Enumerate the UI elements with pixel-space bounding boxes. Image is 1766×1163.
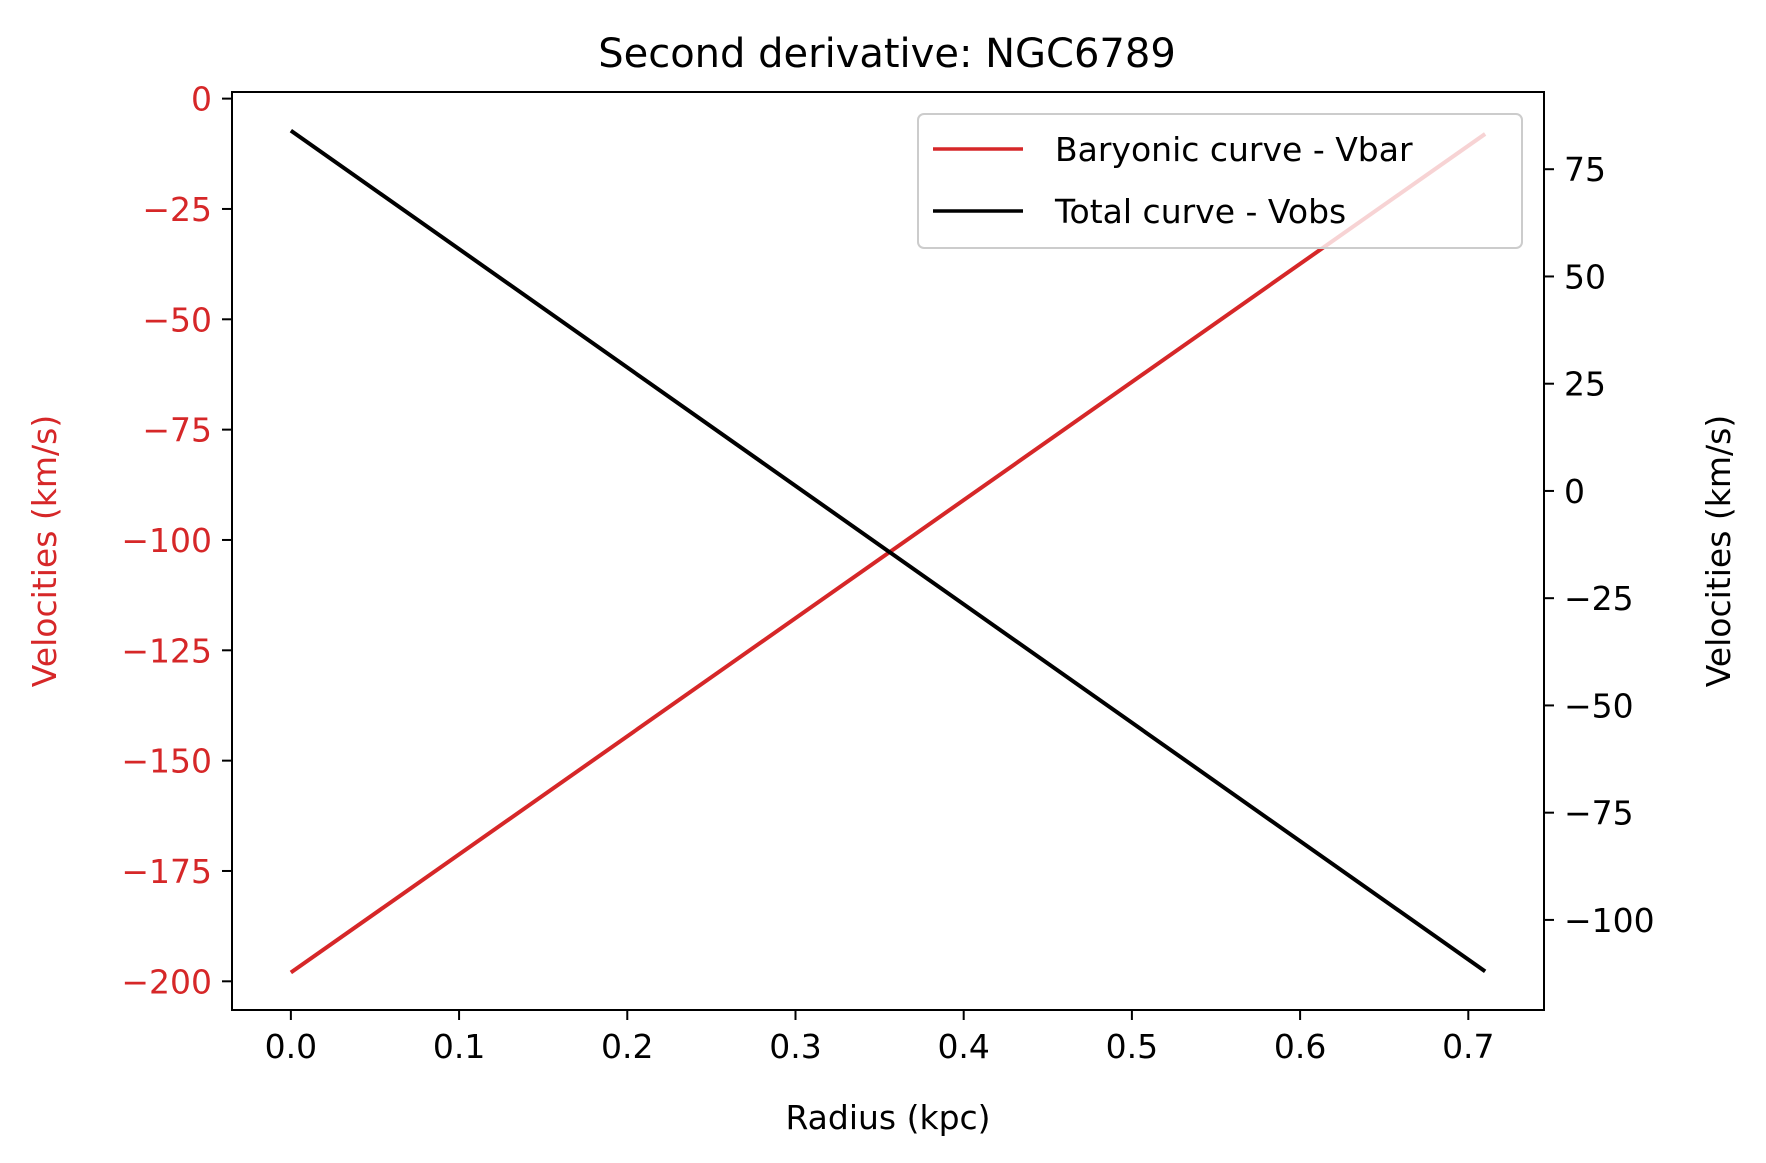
plot-frame xyxy=(231,91,1545,1011)
x-tick-label: 0.1 xyxy=(433,1027,485,1066)
x-tick-label: 0.6 xyxy=(1274,1027,1326,1066)
x-tick-label: 0.3 xyxy=(769,1027,821,1066)
y-right-tick-label: −25 xyxy=(1564,579,1634,618)
plot-lines xyxy=(289,128,1487,975)
x-axis: 0.0 0.1 0.2 0.3 0.4 0.5 0.6 0.7 xyxy=(265,1010,1495,1066)
legend-label-vbar: Baryonic curve - Vbar xyxy=(1055,130,1413,169)
y-left-tick-label: −125 xyxy=(121,631,212,670)
y-axis-right-label: Velocities (km/s) xyxy=(1699,415,1738,687)
y-left-tick-label: −25 xyxy=(142,190,212,229)
legend: Baryonic curve - Vbar Total curve - Vobs xyxy=(917,113,1523,249)
y-left-tick-label: −175 xyxy=(121,852,212,891)
y-right-tick-label: 75 xyxy=(1564,150,1606,189)
x-tick-label: 0.5 xyxy=(1106,1027,1158,1066)
y-right-tick-label: −75 xyxy=(1564,794,1634,833)
chart-title: Second derivative: NGC6789 xyxy=(598,31,1176,77)
series-line-vobs xyxy=(289,128,1487,974)
y-left-tick-label: −150 xyxy=(121,742,212,781)
y-left-tick-label: −50 xyxy=(142,300,212,339)
x-tick-label: 0.4 xyxy=(937,1027,989,1066)
y-axis-right: 75 50 25 0 −25 −50 −75 −100 xyxy=(1544,150,1655,940)
y-left-tick-label: −75 xyxy=(142,411,212,450)
y-right-tick-label: 0 xyxy=(1564,472,1585,511)
y-right-tick-label: −50 xyxy=(1564,686,1634,725)
y-left-tick-label: 0 xyxy=(191,80,212,119)
legend-box xyxy=(917,113,1523,249)
y-right-tick-label: 50 xyxy=(1564,257,1606,296)
x-tick-label: 0.0 xyxy=(265,1027,317,1066)
y-right-tick-label: −100 xyxy=(1564,901,1655,940)
y-right-tick-label: 25 xyxy=(1564,365,1606,404)
x-tick-label: 0.2 xyxy=(601,1027,653,1066)
y-axis-left-label: Velocities (km/s) xyxy=(25,415,64,687)
y-left-tick-label: −200 xyxy=(121,962,212,1001)
x-tick-label: 0.7 xyxy=(1442,1027,1494,1066)
y-axis-left: 0 −25 −50 −75 −100 −125 −150 −175 −200 xyxy=(121,80,232,1001)
x-axis-label: Radius (kpc) xyxy=(785,1098,990,1137)
y-left-tick-label: −100 xyxy=(121,521,212,560)
legend-label-vobs: Total curve - Vobs xyxy=(1054,192,1346,231)
